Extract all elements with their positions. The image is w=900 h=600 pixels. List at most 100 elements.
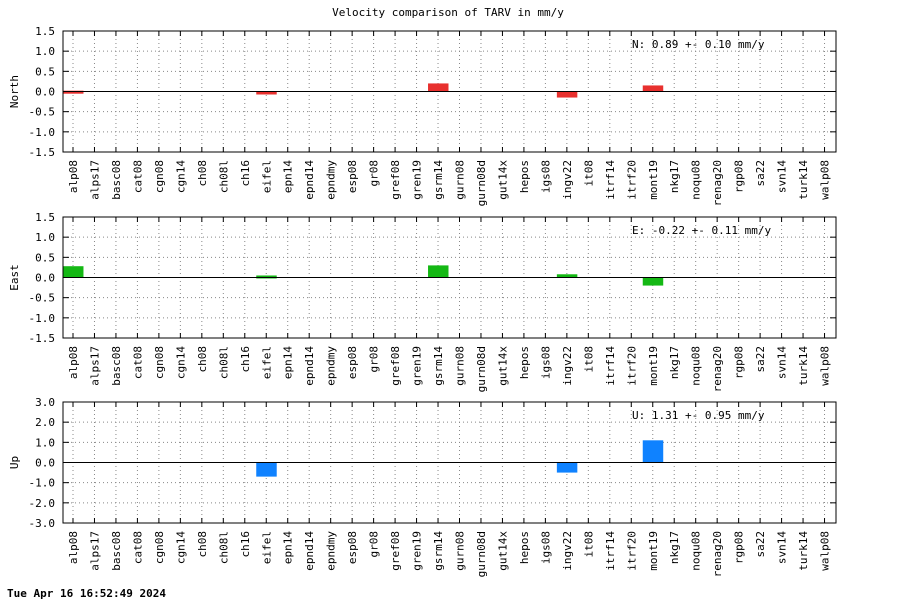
panel-east-xtick-label: cgn08 [153, 346, 166, 379]
panel-east-xtick-label: epndmy [325, 346, 338, 386]
panel-north-xtick-label: epndmy [325, 160, 338, 200]
panel-north-xtick-label: esp08 [346, 160, 359, 193]
panel-east-xtick-label: gsrm14 [432, 346, 445, 386]
panel-east-xtick-label: esp08 [346, 346, 359, 379]
panel-north-ytick-label: 0.0 [35, 86, 55, 99]
panel-up-xtick-label: epnd14 [303, 531, 316, 571]
panel-up-xtick-label: walp08 [819, 531, 832, 571]
panel-up-xtick-label: gurn08d [475, 531, 488, 577]
panel-east-xtick-label: alps17 [88, 346, 101, 386]
panel-east-xtick-label: it08 [582, 346, 595, 373]
panel-east-xtick-label: sa22 [754, 346, 767, 373]
panel-up-ylabel: Up [8, 456, 21, 469]
panel-north-bar-ingv22 [556, 91, 578, 98]
panel-north-xtick-label: turk14 [797, 160, 810, 200]
panel-east-xtick-label: epn14 [282, 346, 295, 379]
panel-north-xtick-label: rgp08 [733, 160, 746, 193]
panel-east-xtick-label: epnd14 [303, 346, 316, 386]
panel-east-ytick-label: -0.5 [29, 292, 56, 305]
panel-north-xtick-label: sa22 [754, 160, 767, 187]
panel-east-xtick-label: hepos [518, 346, 531, 379]
panel-up-annotation: U: 1.31 +- 0.95 mm/y [632, 409, 765, 422]
panel-up-xtick-label: mont19 [647, 531, 660, 571]
panel-up-xtick-label: gsrm14 [432, 531, 445, 571]
panel-east-ytick-label: -1.5 [29, 332, 56, 345]
panel-up-xtick-label: noqu08 [690, 531, 703, 571]
panel-up-bar-eifel [256, 462, 277, 477]
panel-up-xtick-label: basc08 [110, 531, 123, 571]
panel-north-xtick-label: svn14 [776, 160, 789, 193]
panel-north-xtick-label: epnd14 [303, 160, 316, 200]
panel-east-xtick-label: svn14 [776, 346, 789, 379]
panel-east-xtick-label: nkg17 [668, 346, 681, 379]
panel-east-xtick-label: itrf14 [604, 346, 617, 386]
panel-north-xtick-label: renag20 [711, 160, 724, 206]
panel-east-xtick-label: gr08 [368, 346, 381, 373]
panel-up-xtick-label: ch08 [196, 531, 209, 558]
panel-north-xtick-label: ch16 [239, 160, 252, 187]
panel-east-xtick-label: cat08 [131, 346, 144, 379]
panel-north-xtick-label: ch08l [217, 160, 230, 193]
panel-up-xtick-label: epn14 [282, 531, 295, 564]
chart-title: Velocity comparison of TARV in mm/y [332, 6, 564, 19]
panel-up-xtick-label: turk14 [797, 531, 810, 571]
panel-north-ytick-label: -1.0 [29, 126, 56, 139]
panel-north-xtick-label: basc08 [110, 160, 123, 200]
panel-north-xtick-label: ingv22 [561, 160, 574, 200]
panel-up-xtick-label: ch08l [217, 531, 230, 564]
panel-north-xtick-label: cat08 [131, 160, 144, 193]
panel-up-xtick-label: svn14 [776, 531, 789, 564]
panel-up-ytick-label: 0.0 [35, 457, 55, 470]
panel-up-xtick-label: itrf14 [604, 531, 617, 571]
panel-north-bar-mont19 [642, 85, 664, 92]
timestamp: Tue Apr 16 16:52:49 2024 [7, 587, 166, 600]
panel-up-xtick-label: eifel [260, 531, 273, 564]
panel-north-xtick-label: walp08 [819, 160, 832, 200]
panel-north-xtick-label: itrf14 [604, 160, 617, 200]
panel-up-bar-ingv22 [556, 462, 578, 473]
panel-north-bar-alp08 [63, 90, 84, 94]
panel-up-xtick-label: it08 [582, 531, 595, 558]
panel-up-ytick-label: -1.0 [29, 477, 56, 490]
panel-east-xtick-label: cgn14 [174, 346, 187, 379]
panel-east-xtick-label: ch08 [196, 346, 209, 373]
panel-north-xtick-label: hepos [518, 160, 531, 193]
panel-east-xtick-label: gurn08 [454, 346, 467, 386]
panel-up-xtick-label: igs08 [539, 531, 552, 564]
panel-east-ylabel: East [8, 264, 21, 291]
panel-east-xtick-label: gren19 [411, 346, 424, 386]
panel-east-annotation: E: -0.22 +- 0.11 mm/y [632, 224, 771, 237]
panel-east-ytick-label: -1.0 [29, 312, 56, 325]
panel-north-ytick-label: -0.5 [29, 106, 56, 119]
panel-east-xtick-label: noqu08 [690, 346, 703, 386]
panel-east-xtick-label: turk14 [797, 346, 810, 386]
panel-north-xtick-label: mont19 [647, 160, 660, 200]
panel-up-xtick-label: epndmy [325, 531, 338, 571]
panel-north-xtick-label: gren19 [411, 160, 424, 200]
panel-east-ytick-label: 1.5 [35, 211, 55, 224]
panel-up-xtick-label: cgn14 [174, 531, 187, 564]
panel-north-ytick-label: 0.5 [35, 65, 55, 78]
panel-east-xtick-label: rgp08 [733, 346, 746, 379]
panel-up-xtick-label: ingv22 [561, 531, 574, 571]
panel-north-xtick-label: nkg17 [668, 160, 681, 193]
panel-north-xtick-label: alps17 [88, 160, 101, 200]
panel-north-xtick-label: gr08 [368, 160, 381, 187]
panel-east-xtick-label: itrf20 [625, 346, 638, 386]
panel-up-xtick-label: cgn08 [153, 531, 166, 564]
panel-east-xtick-label: gurn08d [475, 346, 488, 392]
panel-up-xtick-label: gurn08 [454, 531, 467, 571]
panel-up-xtick-label: alp08 [67, 531, 80, 564]
panel-north-xtick-label: it08 [582, 160, 595, 187]
panel-up-xtick-label: gr08 [368, 531, 381, 558]
panel-north-xtick-label: gsrm14 [432, 160, 445, 200]
panel-east-xtick-label: igs08 [539, 346, 552, 379]
panel-east-bar-ingv22 [556, 274, 578, 278]
panel-north-xtick-label: eifel [260, 160, 273, 193]
panel-north-xtick-label: itrf20 [625, 160, 638, 200]
panel-up-xtick-label: gref08 [389, 531, 402, 571]
panel-east-xtick-label: mont19 [647, 346, 660, 386]
panel-up-xtick-label: alps17 [88, 531, 101, 571]
panel-north-annotation: N: 0.89 +- 0.10 mm/y [632, 38, 765, 51]
